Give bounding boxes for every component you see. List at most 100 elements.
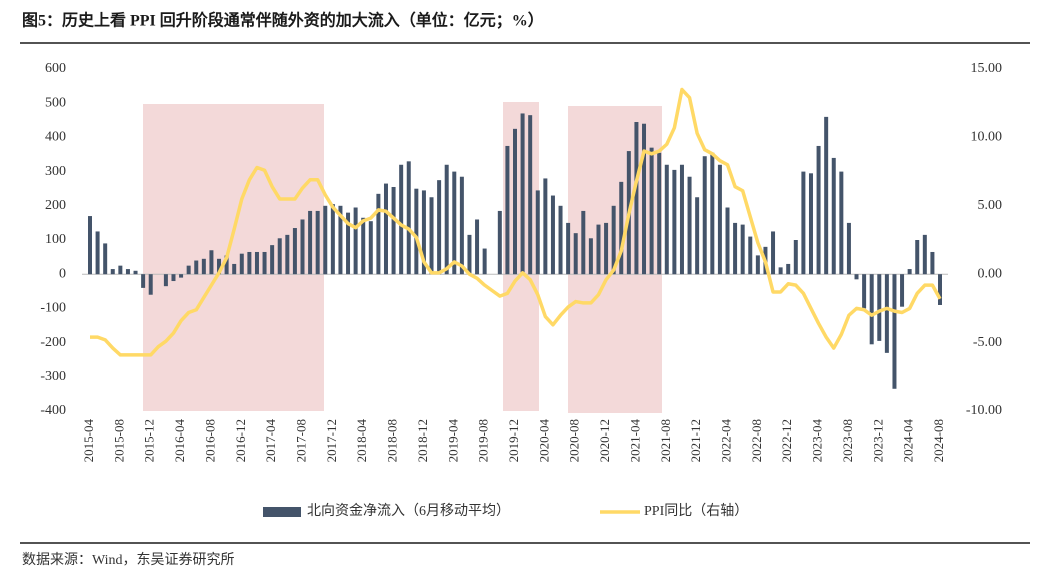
y-tick-label: -300 — [40, 369, 66, 384]
x-tick-label: 2015-04 — [81, 419, 96, 463]
x-tick-label: 2020-04 — [536, 419, 551, 463]
bar — [232, 263, 237, 275]
bar — [725, 207, 730, 275]
y-tick-label: 300 — [45, 164, 66, 179]
bar — [292, 228, 297, 275]
bar — [664, 164, 669, 275]
bar — [657, 152, 662, 275]
bar — [308, 210, 313, 275]
bar — [573, 233, 578, 275]
bar — [361, 217, 366, 275]
x-tick-label: 2017-12 — [324, 419, 339, 462]
bar — [869, 274, 874, 345]
bar — [808, 173, 813, 275]
bar — [862, 274, 867, 309]
y-tick-label: 200 — [45, 198, 66, 213]
x-tick-label: 2023-04 — [810, 419, 825, 463]
bar — [353, 207, 358, 275]
bar — [103, 243, 108, 275]
bar — [270, 245, 275, 275]
bar — [421, 190, 426, 275]
bar — [217, 258, 222, 275]
bar — [391, 186, 396, 275]
bar — [141, 274, 146, 288]
bar — [588, 238, 593, 275]
x-tick-label: 2022-08 — [749, 419, 764, 462]
bar — [672, 169, 677, 275]
y2-tick-label: 5.00 — [978, 198, 1003, 213]
bar — [930, 251, 935, 275]
bar — [581, 210, 586, 275]
bar — [247, 251, 252, 275]
y2-tick-label: -5.00 — [973, 335, 1002, 350]
bar — [596, 224, 601, 275]
x-tick-label: 2015-12 — [142, 419, 157, 462]
bar — [717, 164, 722, 275]
bar — [239, 253, 244, 275]
bar — [801, 171, 806, 275]
bar — [550, 195, 555, 275]
bar — [414, 188, 419, 275]
x-tick-label: 2022-04 — [718, 419, 733, 463]
bar — [922, 234, 927, 275]
x-tick-label: 2020-08 — [567, 419, 582, 462]
chart-title: 图5：历史上看 PPI 回升阶段通常伴随外资的加大流入（单位：亿元；%） — [22, 11, 544, 30]
y-tick-label: -400 — [40, 403, 66, 418]
bar — [406, 161, 411, 275]
bar — [558, 205, 563, 275]
bar — [482, 248, 487, 275]
x-tick-label: 2016-12 — [233, 419, 248, 462]
x-tick-label: 2018-08 — [385, 419, 400, 462]
bar — [642, 123, 647, 275]
bar — [118, 265, 123, 275]
bar — [262, 251, 267, 275]
bar — [786, 263, 791, 275]
bar — [604, 222, 609, 275]
x-tick-label: 2023-08 — [840, 419, 855, 462]
y2-tick-label: 0.00 — [978, 266, 1003, 281]
bar — [877, 274, 882, 341]
y-tick-label: 600 — [45, 61, 66, 76]
bar — [133, 270, 138, 275]
y2-tick-label: 15.00 — [971, 61, 1003, 76]
x-tick-label: 2024-08 — [931, 419, 946, 462]
legend-label: 北向资金净流入（6月移动平均） — [307, 503, 510, 519]
bar — [497, 210, 502, 275]
bar — [110, 269, 115, 275]
x-tick-label: 2019-08 — [476, 419, 491, 462]
bar — [892, 274, 897, 389]
x-tick-label: 2022-12 — [779, 419, 794, 462]
bar — [179, 274, 184, 278]
bar — [793, 240, 798, 275]
bar — [254, 251, 259, 275]
x-tick-label: 2024-04 — [901, 419, 916, 463]
bar — [733, 222, 738, 275]
source-note: 数据来源：Wind，东吴证券研究所 — [22, 552, 235, 568]
bar — [171, 274, 176, 282]
bar — [459, 176, 464, 275]
bar — [854, 274, 859, 280]
bar — [884, 274, 889, 353]
bar — [535, 190, 540, 275]
bar — [771, 231, 776, 275]
bar — [505, 145, 510, 275]
bar — [368, 221, 373, 275]
bar — [740, 224, 745, 275]
x-tick-label: 2017-08 — [293, 419, 308, 462]
bar — [778, 267, 783, 275]
bar — [710, 152, 715, 275]
bar — [816, 145, 821, 275]
bar — [475, 219, 480, 275]
x-tick-label: 2021-12 — [688, 419, 703, 462]
bar — [634, 122, 639, 275]
x-tick-label: 2018-04 — [354, 419, 369, 463]
legend-label: PPI同比（右轴） — [644, 503, 748, 519]
y-tick-label: 500 — [45, 95, 66, 110]
y-tick-label: 400 — [45, 130, 66, 145]
bar — [323, 205, 328, 275]
x-tick-label: 2016-08 — [202, 419, 217, 462]
bar — [444, 164, 449, 275]
x-tick-label: 2020-12 — [597, 419, 612, 462]
bar — [437, 180, 442, 275]
